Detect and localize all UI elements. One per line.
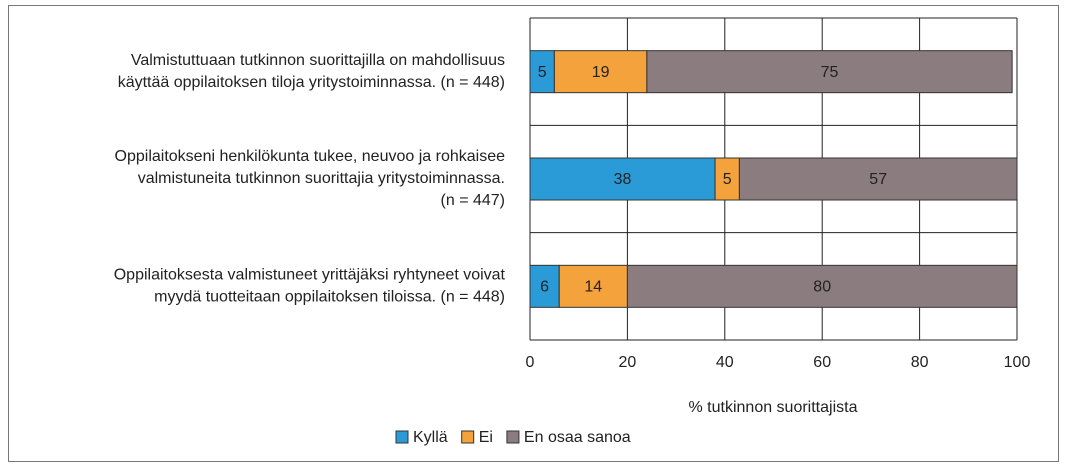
bar-segment [553,50,648,94]
y-tick-label: Valmistuttuaan tutkinnon suorittajilla o… [131,52,505,69]
legend-swatch [506,430,520,444]
bar-segment [529,50,555,94]
x-axis-label: % tutkinnon suorittajista [689,399,858,416]
legend-label: Kyllä [413,429,448,446]
x-tick-label: 40 [716,354,734,371]
bar-segment [738,157,1018,201]
data-label: 57 [869,171,887,188]
data-label: 38 [614,171,632,188]
y-tick-label: Oppilaitokseni henkilökunta tukee, neuvo… [115,148,506,165]
y-tick-label: valmistuneita tutkinnon suorittajia yrit… [138,170,505,187]
y-tick-label: käyttää oppilaitoksen tiloja yritystoimi… [118,74,505,91]
data-label: 5 [538,64,547,81]
bar-segment [558,264,628,308]
x-tick-label: 20 [619,354,637,371]
y-tick-label: myydä tuotteitaan oppilaitoksen tiloissa… [154,289,505,306]
x-tick-label: 80 [911,354,929,371]
data-label: 14 [584,279,602,296]
legend-swatch [395,430,409,444]
data-label: 19 [592,64,610,81]
frame [8,5,1059,462]
bar-segment [529,157,716,201]
data-label: 80 [813,279,831,296]
y-tick-label: (n = 447) [441,192,505,209]
data-label: 75 [821,64,839,81]
x-tick-label: 60 [813,354,831,371]
data-label: 5 [723,171,732,188]
bar-segment [626,264,1018,308]
data-label: 6 [540,279,549,296]
x-tick-label: 0 [526,354,535,371]
x-tick-label: 100 [1004,354,1031,371]
legend-label: Ei [479,429,493,446]
legend-swatch [461,430,475,444]
legend-label: En osaa sanoa [524,429,631,446]
y-tick-label: Oppilaitoksesta valmistuneet yrittäjäksi… [114,267,506,284]
bar-segment [714,157,740,201]
bar-segment [646,50,1013,94]
